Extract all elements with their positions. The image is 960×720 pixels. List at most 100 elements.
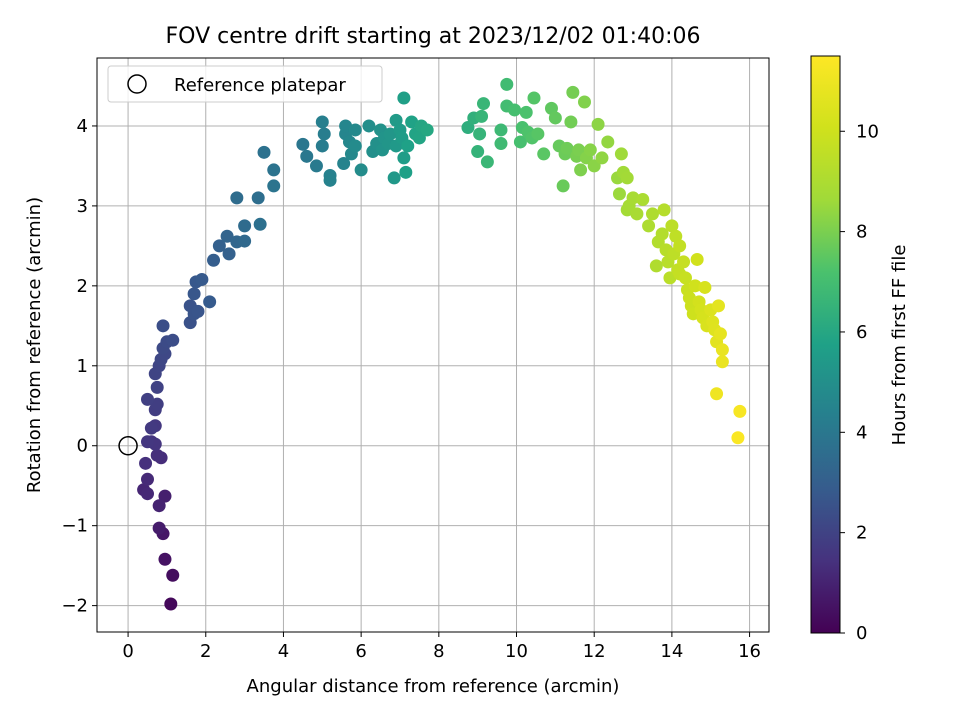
data-point xyxy=(663,271,677,285)
data-point xyxy=(296,137,310,151)
x-tick-label: 10 xyxy=(505,641,528,662)
data-point xyxy=(156,319,170,333)
plot-frame xyxy=(96,57,770,633)
data-point xyxy=(195,272,209,286)
data-point xyxy=(688,279,702,293)
data-point xyxy=(513,135,527,149)
data-point xyxy=(473,127,487,141)
data-point xyxy=(574,163,588,177)
colorbar-tick-label: 0 xyxy=(856,623,867,644)
legend-label: Reference platepar xyxy=(174,75,346,96)
data-point xyxy=(152,499,166,513)
data-point xyxy=(212,239,226,253)
y-tick-label: 0 xyxy=(77,436,88,457)
x-tick-label: 12 xyxy=(583,641,606,662)
colorbar-tick-label: 2 xyxy=(856,523,867,544)
data-point xyxy=(614,147,628,161)
colorbar: 0 2 4 6 8 10 Hours from first FF file xyxy=(810,55,910,644)
data-point xyxy=(251,191,265,205)
data-point xyxy=(531,127,545,141)
data-point xyxy=(152,521,166,535)
x-tick-label: 8 xyxy=(433,641,444,662)
data-point xyxy=(673,239,687,253)
data-point xyxy=(500,77,514,91)
chart-title: FOV centre drift starting at 2023/12/02 … xyxy=(166,24,701,49)
x-tick-label: 2 xyxy=(200,641,211,662)
data-point xyxy=(471,145,485,159)
data-point xyxy=(401,139,415,153)
data-point xyxy=(150,397,164,411)
data-point xyxy=(527,91,541,105)
data-point xyxy=(267,163,281,177)
data-point xyxy=(348,139,362,153)
data-point xyxy=(158,552,172,566)
legend-reference-marker xyxy=(127,74,147,94)
data-point xyxy=(187,287,201,301)
data-point xyxy=(140,472,154,486)
data-point xyxy=(412,131,426,145)
data-point xyxy=(203,295,217,309)
data-point xyxy=(191,304,205,318)
data-point xyxy=(620,171,634,185)
x-tick-label: 16 xyxy=(738,641,761,662)
data-point xyxy=(139,456,153,470)
colorbar-label: Hours from first FF file xyxy=(889,245,910,446)
data-point xyxy=(222,247,236,261)
data-point xyxy=(508,103,522,117)
data-point xyxy=(519,105,533,119)
data-point xyxy=(144,421,158,435)
data-point xyxy=(537,147,551,161)
data-point xyxy=(461,121,475,135)
y-tick-label: 2 xyxy=(77,276,88,297)
y-tick-label: 1 xyxy=(77,356,88,377)
data-point xyxy=(601,135,615,149)
data-point xyxy=(267,179,281,193)
data-point xyxy=(337,157,351,171)
data-point xyxy=(150,448,164,462)
data-point xyxy=(564,115,578,129)
data-point xyxy=(649,259,663,273)
data-point xyxy=(710,387,724,401)
legend: Reference platepar xyxy=(107,65,383,103)
data-point xyxy=(657,203,671,217)
colorbar-tick-label: 6 xyxy=(856,322,867,343)
data-point xyxy=(220,229,234,243)
data-point xyxy=(731,431,745,445)
colorbar-gradient xyxy=(810,55,841,634)
data-point xyxy=(140,392,154,406)
x-tick-label: 6 xyxy=(355,641,366,662)
data-point xyxy=(166,568,180,582)
data-point xyxy=(420,123,434,137)
data-point xyxy=(630,207,644,221)
colorbar-tick-label: 10 xyxy=(856,121,879,142)
colorbar-tick-label: 4 xyxy=(856,422,867,443)
data-point xyxy=(713,327,727,341)
data-point xyxy=(150,380,164,394)
data-point xyxy=(715,343,729,357)
data-point xyxy=(166,333,180,347)
data-point xyxy=(323,173,337,187)
data-point xyxy=(383,127,397,141)
grid-lines xyxy=(97,58,769,632)
data-point xyxy=(642,219,656,233)
data-point xyxy=(317,127,331,141)
x-tick-label: 14 xyxy=(660,641,683,662)
data-point xyxy=(566,85,580,99)
data-point xyxy=(253,217,267,231)
x-tick-label: 4 xyxy=(278,641,289,662)
data-point xyxy=(387,171,401,185)
data-point xyxy=(315,139,329,153)
y-axis-ticks: −2 −1 0 1 2 3 4 xyxy=(61,116,97,617)
data-point xyxy=(309,159,323,173)
data-point xyxy=(548,111,562,125)
data-points xyxy=(137,77,747,611)
colorbar-ticks: 0 2 4 6 8 10 xyxy=(840,121,879,644)
data-point xyxy=(733,404,747,418)
data-point xyxy=(587,159,601,173)
data-point xyxy=(698,280,712,294)
y-tick-label: 4 xyxy=(77,116,88,137)
data-point xyxy=(140,487,154,501)
data-point xyxy=(238,219,252,233)
data-point xyxy=(475,109,489,123)
